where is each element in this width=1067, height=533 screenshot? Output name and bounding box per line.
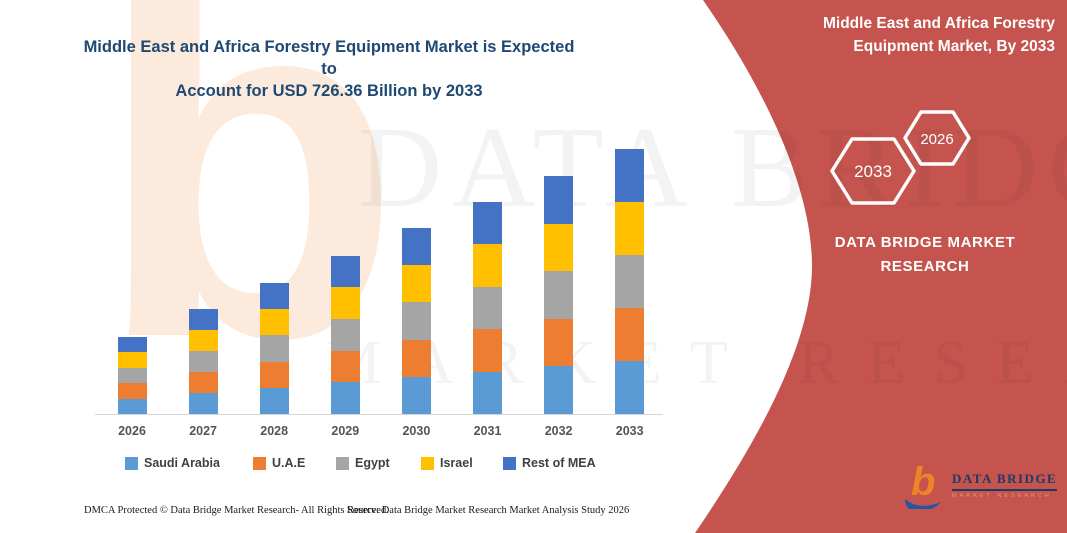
legend-swatch-icon xyxy=(125,456,138,470)
brand-name-block: DATA BRIDGE MARKET RESEARCH xyxy=(815,231,1035,279)
bar-segment-israel-2026 xyxy=(117,352,147,368)
bar-segment-u-a-e-2033 xyxy=(615,308,645,361)
hexagon-2033-label: 2033 xyxy=(854,162,892,181)
x-axis-tick-labels: 2026 2027 2028 2029 2030 2031 2032 2033 xyxy=(0,424,700,442)
bar-segment-saudi-arabia-2031 xyxy=(473,371,502,414)
bar-segment-israel-2028 xyxy=(259,309,289,336)
chart-legend: Saudi Arabia U.A.E Egypt Israel Rest of MEA xyxy=(0,456,680,472)
hexagon-2026-label: 2026 xyxy=(920,131,953,148)
stacked-bar-2028 xyxy=(259,283,289,414)
bar-segment-israel-2027 xyxy=(188,330,218,351)
bar-segment-u-a-e-2030 xyxy=(401,339,431,377)
bar-segment-egypt-2032 xyxy=(544,271,574,319)
bar-segment-rest-of-mea-2031 xyxy=(473,202,502,245)
stacked-bar-2031 xyxy=(473,202,502,414)
dbmr-logo: b DATA BRIDGE MARKET RESEARCH xyxy=(903,461,1058,509)
legend-label: Israel xyxy=(440,456,473,470)
panel-title-line2: Equipment Market, By 2033 xyxy=(853,38,1055,55)
legend-item-rest-of-mea: Rest of MEA xyxy=(503,456,596,470)
legend-item-egypt: Egypt xyxy=(336,456,390,470)
bar-segment-egypt-2028 xyxy=(259,335,289,362)
x-tick-2031: 2031 xyxy=(473,424,502,438)
stacked-bar-2026 xyxy=(117,336,147,414)
legend-item-israel: Israel xyxy=(421,456,473,470)
bar-segment-saudi-arabia-2029 xyxy=(330,382,360,414)
legend-swatch-icon xyxy=(503,456,516,470)
bar-segment-u-a-e-2028 xyxy=(259,361,289,388)
bar-segment-egypt-2027 xyxy=(188,351,218,372)
stacked-bar-2032 xyxy=(544,176,574,414)
svg-text:b: b xyxy=(911,461,935,504)
hexagon-2026: 2026 xyxy=(903,110,971,166)
bar-segment-u-a-e-2031 xyxy=(473,329,502,372)
watermark-text-row2: MARKET RESEARCH xyxy=(326,329,1067,397)
bar-segment-u-a-e-2029 xyxy=(330,350,360,383)
brand-line2: RESEARCH xyxy=(880,258,970,275)
dbmr-logo-subtitle: MARKET RESEARCH xyxy=(952,493,1052,499)
bar-segment-rest-of-mea-2033 xyxy=(615,149,645,202)
legend-label: Saudi Arabia xyxy=(144,456,220,470)
plot-area xyxy=(95,0,665,414)
hexagon-2033: 2033 xyxy=(830,137,916,205)
bar-segment-saudi-arabia-2033 xyxy=(615,361,645,414)
legend-item-saudi-arabia: Saudi Arabia xyxy=(125,456,220,470)
bar-segment-rest-of-mea-2026 xyxy=(117,336,147,352)
dbmr-logo-name: DATA BRIDGE xyxy=(952,471,1058,491)
x-tick-2028: 2028 xyxy=(260,424,289,438)
chart-title: Middle East and Africa Forestry Equipmen… xyxy=(79,36,579,102)
stacked-bar-2030 xyxy=(401,228,431,414)
x-tick-2032: 2032 xyxy=(544,424,573,438)
dbmr-logo-icon: b xyxy=(905,461,941,509)
bar-segment-saudi-arabia-2030 xyxy=(401,376,431,414)
footer-dmca-text: DMCA Protected © Data Bridge Market Rese… xyxy=(84,505,389,516)
legend-swatch-icon xyxy=(253,456,266,470)
legend-swatch-icon xyxy=(421,456,434,470)
bar-segment-rest-of-mea-2030 xyxy=(401,228,431,266)
bar-segment-saudi-arabia-2028 xyxy=(259,387,289,414)
bar-segment-rest-of-mea-2028 xyxy=(259,283,289,310)
x-axis-line xyxy=(95,414,663,415)
bar-segment-rest-of-mea-2027 xyxy=(188,309,218,330)
bar-segment-israel-2030 xyxy=(401,265,431,303)
stacked-bar-2027 xyxy=(188,309,218,414)
bar-segment-rest-of-mea-2029 xyxy=(330,255,360,288)
bar-segment-rest-of-mea-2032 xyxy=(544,176,574,224)
bar-segment-israel-2029 xyxy=(330,287,360,319)
forecast-year-hexagons: 2033 2026 xyxy=(830,110,971,205)
chart-title-line2: Account for USD 726.36 Billion by 2033 xyxy=(175,82,483,100)
bar-segment-u-a-e-2027 xyxy=(188,372,218,393)
legend-label: Egypt xyxy=(355,456,390,470)
bar-segment-egypt-2029 xyxy=(330,318,360,351)
bar-segment-saudi-arabia-2027 xyxy=(188,393,218,414)
bar-segment-u-a-e-2032 xyxy=(544,318,574,367)
bar-segment-u-a-e-2026 xyxy=(117,383,147,399)
bar-segment-egypt-2030 xyxy=(401,302,431,340)
bar-segment-israel-2032 xyxy=(544,223,574,272)
legend-label: U.A.E xyxy=(272,456,306,470)
x-tick-2026: 2026 xyxy=(118,424,146,438)
bar-segment-egypt-2033 xyxy=(615,255,645,308)
stacked-bar-2033 xyxy=(615,149,645,414)
legend-label: Rest of MEA xyxy=(522,456,596,470)
bar-segment-israel-2033 xyxy=(615,202,645,255)
legend-item-u-a-e: U.A.E xyxy=(253,456,305,470)
bar-segment-saudi-arabia-2026 xyxy=(117,398,147,414)
stacked-bar-2029 xyxy=(330,255,360,414)
legend-swatch-icon xyxy=(336,456,349,470)
x-tick-2033: 2033 xyxy=(615,424,644,438)
x-tick-2027: 2027 xyxy=(189,424,217,438)
panel-title-line1: Middle East and Africa Forestry xyxy=(823,15,1055,32)
bar-segment-israel-2031 xyxy=(473,244,502,287)
bar-segment-egypt-2026 xyxy=(117,367,147,383)
brand-line1: DATA BRIDGE MARKET xyxy=(834,234,1016,251)
chart-title-line1: Middle East and Africa Forestry Equipmen… xyxy=(83,38,575,78)
x-tick-2030: 2030 xyxy=(402,424,431,438)
footer-source-text: Source: Data Bridge Market Research Mark… xyxy=(347,505,630,516)
panel-title: Middle East and Africa Forestry Equipmen… xyxy=(775,12,1055,58)
bar-segment-egypt-2031 xyxy=(473,286,502,330)
bar-segment-saudi-arabia-2032 xyxy=(544,366,574,414)
x-tick-2029: 2029 xyxy=(331,424,360,438)
